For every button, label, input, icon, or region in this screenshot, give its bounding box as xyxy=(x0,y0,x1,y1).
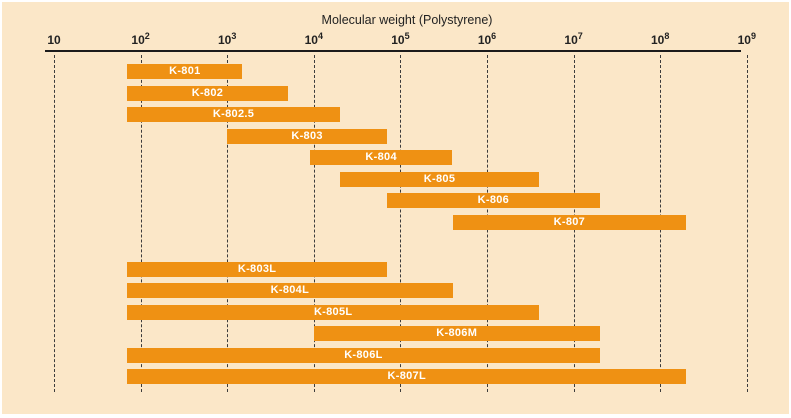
x-tick-label-10e8: 108 xyxy=(651,31,670,48)
range-bar-k-802: K-802 xyxy=(127,86,288,101)
gridline-10e9 xyxy=(746,55,748,392)
range-bar-k-802.5: K-802.5 xyxy=(127,107,340,122)
chart-title: Molecular weight (Polystyrene) xyxy=(321,13,493,27)
gridline-10e2 xyxy=(140,55,142,392)
gridline-10e1 xyxy=(54,55,55,392)
range-bar-k-804l: K-804L xyxy=(127,283,453,298)
range-bar-k-805: K-805 xyxy=(339,172,540,187)
range-bar-k-807: K-807 xyxy=(452,215,687,230)
x-tick-label-10e9: 109 xyxy=(737,31,756,48)
x-tick-label-10e4: 104 xyxy=(304,31,323,48)
range-bar-k-807l: K-807L xyxy=(127,369,687,384)
range-bar-k-805l: K-805L xyxy=(127,305,540,320)
x-tick-label-10e1: 10 xyxy=(47,33,61,47)
x-tick-label-10e7: 107 xyxy=(564,31,583,48)
range-bar-k-801: K-801 xyxy=(127,64,243,79)
range-bar-k-806: K-806 xyxy=(387,193,600,208)
range-bar-k-806l: K-806L xyxy=(127,348,600,363)
x-axis-line xyxy=(45,50,741,52)
range-bar-k-806m: K-806M xyxy=(313,326,600,341)
x-tick-label-10e3: 103 xyxy=(218,31,237,48)
range-bar-k-803: K-803 xyxy=(227,129,387,144)
range-bar-k-804: K-804 xyxy=(309,150,453,165)
gridline-10e5 xyxy=(400,55,402,392)
gridline-10e3 xyxy=(227,55,229,392)
x-tick-label-10e5: 105 xyxy=(391,31,410,48)
range-bar-k-803l: K-803L xyxy=(127,262,387,277)
x-tick-label-10e2: 102 xyxy=(131,31,150,48)
x-tick-label-10e6: 106 xyxy=(477,31,497,48)
gridline-10e4 xyxy=(313,55,315,392)
